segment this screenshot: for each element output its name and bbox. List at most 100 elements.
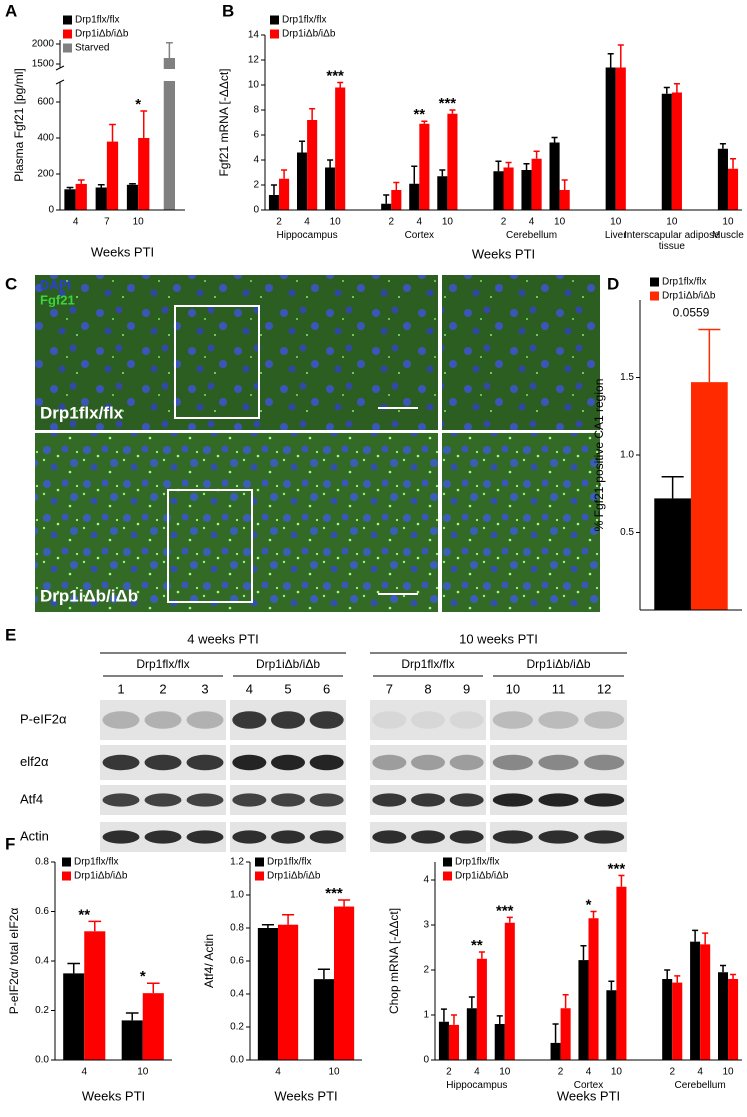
blot-band: [102, 711, 140, 729]
error-bar: [383, 194, 390, 204]
error-bar: [468, 996, 475, 1009]
channel-label: DAPI: [40, 277, 71, 292]
y-tick-label: 6: [253, 130, 259, 141]
y-tick-label: 0: [253, 205, 259, 216]
error-bar: [495, 160, 502, 172]
bar: [95, 187, 107, 210]
x-tick-label: 4: [81, 1067, 87, 1078]
bar: [142, 993, 164, 1060]
y-tick-label: 14: [248, 30, 260, 41]
y-tick-label: 0.0: [35, 1055, 49, 1066]
y-tick-label: 4: [423, 875, 429, 886]
bar: [334, 906, 355, 1060]
bar: [106, 141, 119, 210]
error-bar: [663, 86, 670, 94]
x-tick-label: 4: [474, 1067, 480, 1078]
error-bar: [299, 140, 306, 153]
bar: [578, 960, 589, 1060]
genotype-label: Drp1iΔb/iΔb: [40, 586, 138, 605]
bar: [727, 168, 739, 210]
y-axis-label: % Fgf21-positive CA1 region: [592, 379, 606, 532]
bar: [691, 382, 728, 610]
y-axis-label: Atf4/ Actin: [202, 934, 216, 988]
lane-number: 12: [597, 681, 611, 696]
bar: [438, 1021, 449, 1060]
blot-band: [538, 793, 579, 807]
y-axis-label: P-eIF2α/ total eIF2α: [7, 908, 21, 1015]
error-bar: [618, 874, 625, 887]
error-bar: [496, 1015, 503, 1024]
annotation: *: [140, 968, 146, 985]
annotation: ***: [439, 95, 457, 112]
bar: [504, 922, 515, 1060]
y-tick-label: 0.2: [35, 1005, 49, 1016]
error-bar: [125, 1012, 139, 1021]
x-tick-label: 10: [328, 1067, 340, 1078]
bar: [728, 979, 739, 1060]
error-bar: [449, 109, 456, 114]
blot-band: [492, 711, 533, 729]
x-tick-label: 4: [697, 1067, 703, 1078]
lane-number: 2: [159, 681, 166, 696]
y-tick-label: 4: [253, 155, 259, 166]
error-bar: [338, 899, 351, 907]
legend-label: Drp1flx/flx: [455, 857, 499, 868]
bar: [717, 972, 729, 1060]
blot-band: [372, 711, 407, 729]
legend-label: Drp1iΔb/iΔb: [267, 871, 321, 882]
panel-letter: F: [5, 834, 15, 853]
bar: [335, 87, 346, 210]
x-axis-label: Weeks PTI: [274, 1088, 337, 1103]
blot-band: [372, 793, 407, 807]
bar: [560, 1008, 571, 1060]
error-bar: [674, 975, 681, 983]
y-tick-label: 200: [37, 169, 54, 180]
error-bar: [729, 158, 737, 169]
annotation: *: [586, 896, 592, 913]
y-tick-label: 1.2: [230, 857, 244, 868]
error-bar: [261, 923, 274, 928]
annotation: ***: [326, 67, 344, 84]
blot: [100, 700, 226, 740]
group-label: Hippocampus: [446, 1080, 508, 1091]
y-tick-label: 400: [37, 133, 54, 144]
blot-band: [102, 830, 140, 844]
annotation: **: [471, 937, 483, 954]
group-label-box: Hippocampus: [277, 230, 338, 241]
error-bar: [698, 328, 721, 383]
x-axis-label: Weeks PTI: [557, 1088, 620, 1103]
blot-band: [186, 830, 224, 844]
y-tick-label: 0.0: [230, 1055, 244, 1066]
x-tick-label: 10: [330, 217, 342, 228]
legend-swatch: [63, 43, 72, 53]
bar: [307, 120, 318, 210]
error-bar: [552, 1023, 559, 1043]
genotype-label: Drp1flx/flx: [401, 657, 454, 671]
bar: [476, 958, 487, 1060]
bar: [437, 176, 448, 210]
legend-swatch: [650, 291, 659, 301]
genotype-label: Drp1flx/flx: [136, 657, 189, 671]
bar: [409, 183, 420, 210]
blot-band: [492, 793, 533, 807]
error-bar: [393, 181, 400, 190]
annotation: ***: [325, 885, 343, 902]
legend-swatch: [255, 857, 264, 867]
bar: [64, 189, 76, 210]
legend-swatch: [270, 29, 279, 39]
error-bar: [562, 994, 569, 1009]
group-label: Cerebellum: [505, 230, 558, 241]
lane-number: 5: [284, 681, 291, 696]
x-tick-label: 10: [666, 217, 678, 228]
group-label: Interscapular adipose tissue: [624, 230, 720, 252]
micrograph: [35, 275, 438, 430]
bar: [672, 982, 683, 1060]
blot-band: [270, 830, 306, 844]
error-bar: [561, 179, 568, 190]
error-bar: [702, 932, 709, 945]
bar: [671, 92, 682, 210]
bar: [121, 1020, 143, 1060]
y-tick-label: 1.0: [230, 890, 244, 901]
